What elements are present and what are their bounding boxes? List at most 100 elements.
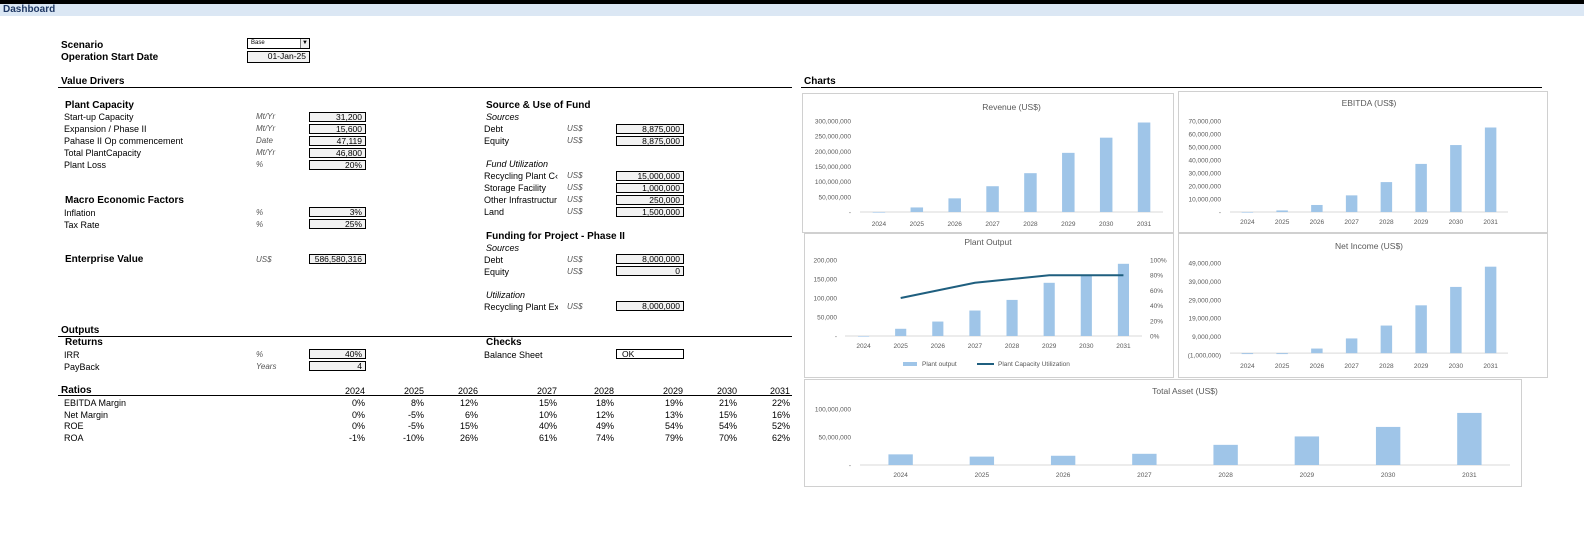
revenue-chart-frame [802,93,1174,233]
row-unit: US$ [567,183,583,192]
ratio-year-header: 2029 [662,386,683,396]
ratio-row-label: ROE [64,421,84,431]
row-unit: Mt/Yr [256,148,276,157]
ratio-cell: 15% [538,398,557,408]
value-cell: 1,500,000 [616,207,684,217]
charts-heading: Charts [804,76,836,87]
ratio-cell: 8% [410,398,424,408]
ratio-cell: 15% [459,421,478,431]
ratio-cell: 0% [351,398,365,408]
row-label: PayBack [64,362,100,372]
ratio-cell: 62% [771,432,790,443]
scenario-dropdown[interactable]: Base ▼ [247,38,310,49]
row-unit: US$ [567,124,583,133]
input-cell[interactable]: 15,600 [309,124,366,134]
ratio-cell: 13% [664,409,683,420]
row-unit: Date [256,136,273,145]
row-label: Recycling Plant Ex [484,302,558,312]
ratio-cell: 12% [459,398,478,408]
row-label: Debt [484,124,504,134]
phase2-sources-label: Sources [486,243,520,253]
ratio-year-header: 2031 [769,386,790,396]
value-cell: 8,875,000 [616,136,684,146]
row-unit: US$ [567,171,583,180]
value-cell: 0 [616,266,684,276]
ratio-cell: 52% [771,421,790,431]
balance-sheet-label: Balance Sheet [484,350,543,360]
ratio-cell: 0% [351,409,365,420]
ratio-cell: 26% [459,432,478,443]
divider [58,395,792,396]
ratio-year-header: 2027 [536,386,557,396]
ratio-year-header: 2024 [344,386,365,396]
row-unit: Years [256,362,277,371]
ratio-cell: 15% [718,409,737,420]
value-cell: 1,000,000 [616,183,684,193]
row-unit: % [256,220,264,229]
ratio-cell: 40% [538,421,557,431]
row-label: Pahase II Op commencement [64,136,184,146]
top-border [0,0,1584,4]
macro-heading: Macro Economic Factors [65,195,184,206]
ratio-cell: 6% [464,409,478,420]
row-unit: US$ [256,255,272,264]
ratio-cell: -1% [348,432,365,443]
row-unit: US$ [567,302,583,311]
input-cell[interactable]: 3% [309,207,366,217]
checks-heading: Checks [486,337,522,348]
row-label: Other Infrastructur [484,195,558,205]
divider [58,336,792,337]
row-unit: % [256,350,264,359]
input-cell[interactable]: 31,200 [309,112,366,122]
balance-sheet-status: OK [616,349,684,359]
row-unit: Mt/Yr [256,112,276,121]
divider [58,87,792,88]
row-label: Equity [484,136,510,146]
row-label: Total PlantCapacity [64,148,142,158]
total-asset-chart-frame [804,379,1522,487]
irr-value: 40% [309,349,366,359]
value-cell: 15,000,000 [616,171,684,181]
sheet-title-bar: Dashboard [0,4,1584,16]
row-label: Debt [484,255,504,265]
ratio-cell: 22% [771,398,790,408]
outputs-heading: Outputs [61,325,100,336]
row-unit: US$ [567,195,583,204]
ratio-cell: -5% [407,421,424,431]
plant-output-chart-frame [804,233,1174,378]
value-drivers-heading: Value Drivers [61,76,125,87]
value-cell: 8,875,000 [616,124,684,134]
input-cell[interactable]: 46,800 [309,148,366,158]
row-label: Start-up Capacity [64,112,134,122]
ratio-cell: 12% [595,409,614,420]
ratio-cell: 54% [664,421,683,431]
row-unit: US$ [567,136,583,145]
row-label: Recycling Plant C‹ [484,171,558,181]
ratio-year-header: 2026 [457,386,478,396]
row-unit: US$ [567,255,583,264]
row-unit: Mt/Yr [256,124,276,133]
ratio-year-header: 2030 [716,386,737,396]
divider [801,87,1542,88]
chevron-down-icon[interactable]: ▼ [300,39,309,48]
ratio-cell: 70% [718,432,737,443]
ratio-cell: 79% [664,432,683,443]
row-unit: % [256,208,264,217]
input-cell[interactable]: 47,119 [309,136,366,146]
input-cell[interactable]: 20% [309,160,366,170]
row-label: Tax Rate [64,220,100,230]
scenario-label: Scenario [61,40,104,51]
ev-label: Enterprise Value [65,254,144,265]
ratio-cell: -10% [402,432,424,443]
row-label: Inflation [64,208,96,218]
ratio-cell: 21% [718,398,737,408]
input-cell[interactable]: 25% [309,219,366,229]
row-unit: US$ [567,207,583,216]
row-label: IRR [64,350,80,360]
ratio-cell: 61% [538,432,557,443]
row-label: Storage Facility [484,183,547,193]
ev-value: 586,580,316 [309,254,366,264]
start-date-label: Operation Start Date [61,52,159,63]
row-label: Plant Loss [64,160,107,170]
start-date-field[interactable]: 01-Jan-25 [247,51,310,63]
